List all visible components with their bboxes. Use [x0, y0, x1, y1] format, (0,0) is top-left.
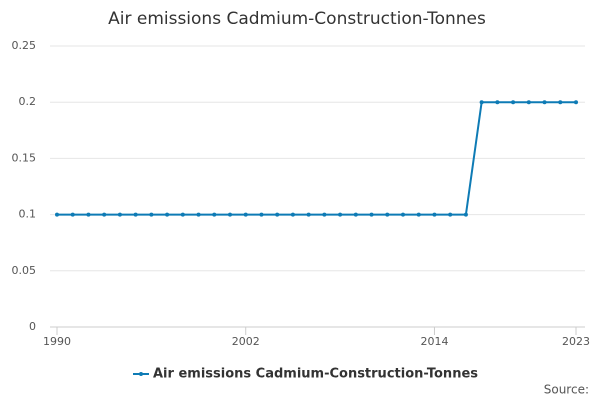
point [542, 100, 547, 105]
point [448, 212, 453, 217]
y-tick-label: 0.15 [12, 151, 37, 164]
point [353, 212, 358, 217]
point [495, 100, 500, 105]
source: Source: [544, 383, 589, 397]
point [338, 212, 343, 217]
point [275, 212, 280, 217]
point [290, 212, 295, 217]
point [574, 100, 578, 105]
y-tick-label: 0.1 [19, 208, 37, 221]
point [133, 212, 138, 217]
point [416, 212, 421, 217]
point [228, 212, 232, 217]
point [558, 100, 563, 105]
point [369, 212, 374, 217]
point [165, 212, 170, 217]
line [57, 101, 576, 216]
point [180, 212, 185, 217]
point [212, 212, 217, 217]
x-tick-label: 1990 [43, 335, 71, 348]
point [526, 100, 531, 105]
point [86, 212, 91, 217]
point [243, 212, 248, 217]
legend-label: Air emissions Cadmium-Construction-Tonne… [153, 367, 478, 382]
point [479, 100, 484, 105]
point [196, 212, 201, 217]
point [102, 212, 107, 217]
point [322, 212, 327, 217]
point [55, 212, 59, 217]
point [432, 212, 437, 217]
point [306, 212, 311, 217]
x-tick-label: 2014 [420, 335, 448, 348]
y-tick-label: 0.05 [12, 264, 37, 277]
point [117, 212, 122, 217]
point [401, 212, 405, 217]
point [463, 212, 468, 217]
chart-title: Air emissions Cadmium-Construction-Tonne… [108, 9, 486, 29]
y-tick-label: 0.2 [19, 95, 37, 108]
y-tick-label: 0.25 [12, 39, 37, 52]
point [385, 212, 390, 217]
legend-marker [139, 372, 143, 376]
point [511, 100, 516, 105]
point [70, 212, 75, 217]
point [149, 212, 154, 217]
x-tick-label: 2023 [562, 335, 590, 348]
y-tick-label: 0 [29, 320, 36, 333]
x-tick-label: 2002 [232, 335, 260, 348]
point [259, 212, 264, 217]
